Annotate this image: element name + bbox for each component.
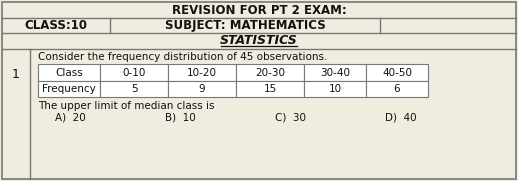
Text: CLASS:10: CLASS:10 bbox=[24, 19, 88, 32]
Text: 30-40: 30-40 bbox=[320, 68, 350, 77]
Text: REVISION FOR PT 2 EXAM:: REVISION FOR PT 2 EXAM: bbox=[171, 3, 347, 16]
Text: A)  20: A) 20 bbox=[55, 113, 86, 123]
Text: 9: 9 bbox=[199, 84, 205, 94]
Bar bbox=[168, 81, 236, 97]
Text: B)  10: B) 10 bbox=[165, 113, 196, 123]
Bar bbox=[100, 81, 168, 97]
Text: The upper limit of median class is: The upper limit of median class is bbox=[38, 101, 214, 111]
Text: SUBJECT: MATHEMATICS: SUBJECT: MATHEMATICS bbox=[165, 19, 325, 32]
Text: 5: 5 bbox=[131, 84, 137, 94]
Bar bbox=[236, 81, 304, 97]
Text: 6: 6 bbox=[394, 84, 400, 94]
Bar bbox=[236, 64, 304, 81]
Text: Frequency: Frequency bbox=[42, 84, 96, 94]
Text: D)  40: D) 40 bbox=[385, 113, 416, 123]
Bar bbox=[304, 64, 366, 81]
Bar bbox=[38, 64, 100, 81]
Bar bbox=[168, 64, 236, 81]
Bar bbox=[366, 64, 428, 81]
Text: Class: Class bbox=[55, 68, 83, 77]
Text: C)  30: C) 30 bbox=[275, 113, 306, 123]
Text: 1: 1 bbox=[12, 68, 20, 81]
Text: 0-10: 0-10 bbox=[122, 68, 146, 77]
Text: 10-20: 10-20 bbox=[187, 68, 217, 77]
Bar bbox=[38, 81, 100, 97]
Bar bbox=[100, 64, 168, 81]
Text: 15: 15 bbox=[263, 84, 277, 94]
Bar bbox=[366, 81, 428, 97]
Bar bbox=[304, 81, 366, 97]
Text: 40-50: 40-50 bbox=[382, 68, 412, 77]
Text: STATISTICS: STATISTICS bbox=[220, 35, 298, 47]
Text: 10: 10 bbox=[328, 84, 341, 94]
Text: 20-30: 20-30 bbox=[255, 68, 285, 77]
Text: Consider the frequency distribution of 45 observations.: Consider the frequency distribution of 4… bbox=[38, 52, 327, 62]
